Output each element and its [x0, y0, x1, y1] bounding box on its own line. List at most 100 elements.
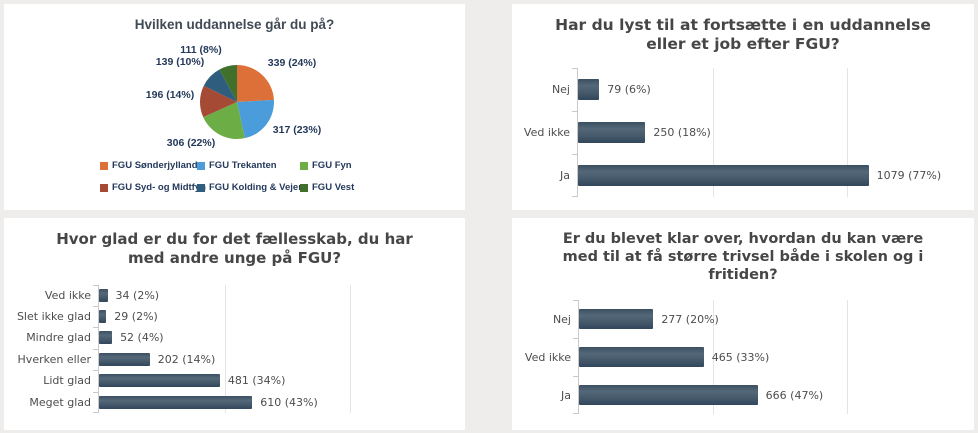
value-label: 34 (2%) — [115, 288, 160, 302]
chart-title: Hvilken uddannelse går du på? — [134, 17, 335, 32]
plot-area: 79 (6%) 250 (18%) 1079 (77%) — [572, 67, 964, 197]
bar[interactable] — [578, 121, 646, 143]
category-label: Meget glad — [29, 395, 91, 409]
pie-data-label: 306 (22%) — [166, 137, 216, 149]
bar[interactable] — [99, 331, 113, 345]
legend-item[interactable]: FGU Kolding & Vejen — [197, 182, 304, 193]
bar[interactable] — [579, 309, 654, 330]
pie-svg — [200, 65, 275, 139]
pie-data-label: 111 (8%) — [180, 44, 222, 56]
bar-chart-panel-faellesskab: Hvor glad er du for det fællesskab, du h… — [4, 218, 465, 430]
legend-label: FGU Vest — [312, 182, 355, 193]
pie-chart-panel: Hvilken uddannelse går du på? 339 (24%) … — [4, 4, 465, 210]
bar-chart: Nej Ved ikke Ja 79 (6%) 250 (18%) 1079 (77%) — [512, 67, 974, 197]
axis-tick — [572, 153, 578, 155]
bar-row: 1079 (77%) — [578, 154, 964, 197]
axis-tick — [93, 391, 99, 393]
axis-tick — [573, 300, 579, 302]
chart-title: Hvor glad er du for det fællesskab, du h… — [56, 230, 413, 267]
legend-label: FGU Fyn — [312, 160, 352, 171]
legend-item[interactable]: FGU Trekanten — [197, 160, 300, 171]
plot-area: 277 (20%) 465 (33%) 666 (47%) — [573, 300, 964, 415]
value-label: 202 (14%) — [157, 352, 216, 366]
legend-swatch — [100, 161, 108, 170]
bar[interactable] — [579, 385, 758, 406]
pie-data-label: 339 (24%) — [267, 57, 317, 69]
bar-row: 29 (2%) — [99, 306, 455, 327]
legend-label: FGU Sønderjylland — [112, 160, 198, 171]
bar-row: 465 (33%) — [579, 338, 964, 376]
pie-slice[interactable] — [237, 99, 275, 139]
legend-item[interactable]: FGU Vest — [300, 182, 354, 193]
axis-tick — [93, 370, 99, 372]
axis-tick — [93, 411, 99, 413]
pie-slice[interactable] — [219, 65, 237, 102]
value-label: 277 (20%) — [661, 312, 719, 326]
bar[interactable] — [99, 310, 107, 324]
legend-swatch — [300, 161, 308, 170]
bar-row: 34 (2%) — [99, 285, 455, 306]
pie-slice[interactable] — [203, 69, 237, 102]
bar[interactable] — [99, 352, 150, 366]
legend-item[interactable]: FGU Sønderjylland — [100, 160, 198, 171]
bar[interactable] — [99, 374, 220, 388]
value-label: 610 (43%) — [260, 395, 318, 409]
bar-chart: Nej Ved ikke Ja 277 (20%) 465 (33%) 666 (47%) — [512, 300, 974, 415]
gridline — [713, 300, 715, 415]
bar[interactable] — [578, 78, 600, 100]
bar-row: 666 (47%) — [579, 376, 964, 414]
legend-item[interactable]: FGU Syd- og Midtfyn — [100, 182, 206, 193]
category-label: Ja — [560, 168, 570, 182]
bar[interactable] — [579, 347, 704, 368]
pie-slice[interactable] — [203, 102, 245, 139]
axis-tick — [93, 348, 99, 350]
legend-label: FGU Kolding & Vejen — [209, 182, 305, 193]
value-label: 481 (34%) — [227, 374, 286, 388]
axis-tick — [93, 305, 99, 307]
axis-tick — [573, 413, 579, 415]
pie-legend: FGU Sønderjylland FGU Trekanten FGU Fyn FGU… — [100, 160, 354, 193]
category-label: Ved ikke — [523, 125, 570, 139]
legend-item[interactable]: FGU Fyn — [300, 160, 354, 171]
legend-swatch — [100, 183, 108, 192]
axis-tick — [572, 110, 578, 112]
bar[interactable] — [578, 164, 869, 186]
value-label: 465 (33%) — [711, 350, 770, 364]
bar-row: 52 (4%) — [99, 327, 455, 348]
pie-data-label: 139 (10%) — [155, 56, 205, 68]
legend-label: FGU Trekanten — [209, 160, 277, 171]
category-label: Hverken eller — [17, 352, 91, 366]
bar[interactable] — [99, 395, 253, 409]
gridline — [847, 300, 849, 415]
axis-tick — [93, 327, 99, 329]
legend-swatch — [197, 161, 205, 170]
category-label: Ved ikke — [44, 288, 91, 302]
value-label: 52 (4%) — [120, 331, 164, 345]
category-label: Mindre glad — [26, 331, 91, 345]
gridline — [224, 284, 226, 413]
pie-slice[interactable] — [237, 65, 274, 102]
category-label: Ja — [561, 388, 571, 402]
axis-tick — [573, 338, 579, 340]
bar-row: 79 (6%) — [578, 68, 964, 111]
gridline — [847, 67, 849, 197]
category-label: Slet ikke glad — [16, 310, 91, 324]
axis-tick — [572, 67, 578, 69]
bar-row: 481 (34%) — [99, 370, 455, 391]
bar[interactable] — [99, 288, 108, 302]
legend-swatch — [300, 183, 308, 192]
axis-tick — [93, 284, 99, 286]
axis-tick — [572, 195, 578, 197]
bar-row: 277 (20%) — [579, 300, 964, 338]
value-label: 29 (2%) — [114, 310, 158, 324]
axis-tick — [573, 376, 579, 378]
chart-title: Er du blevet klar over, hvordan du kan v… — [562, 231, 924, 284]
pie-slice[interactable] — [200, 85, 237, 118]
value-label: 1079 (77%) — [876, 168, 942, 182]
category-label: Nej — [552, 312, 571, 326]
bar-row: 610 (43%) — [99, 391, 455, 412]
bar-row: 202 (14%) — [99, 349, 455, 370]
category-label: Nej — [551, 82, 570, 96]
bar-chart-panel-fortsaette: Har du lyst til at fortsætte i en uddann… — [512, 4, 974, 210]
